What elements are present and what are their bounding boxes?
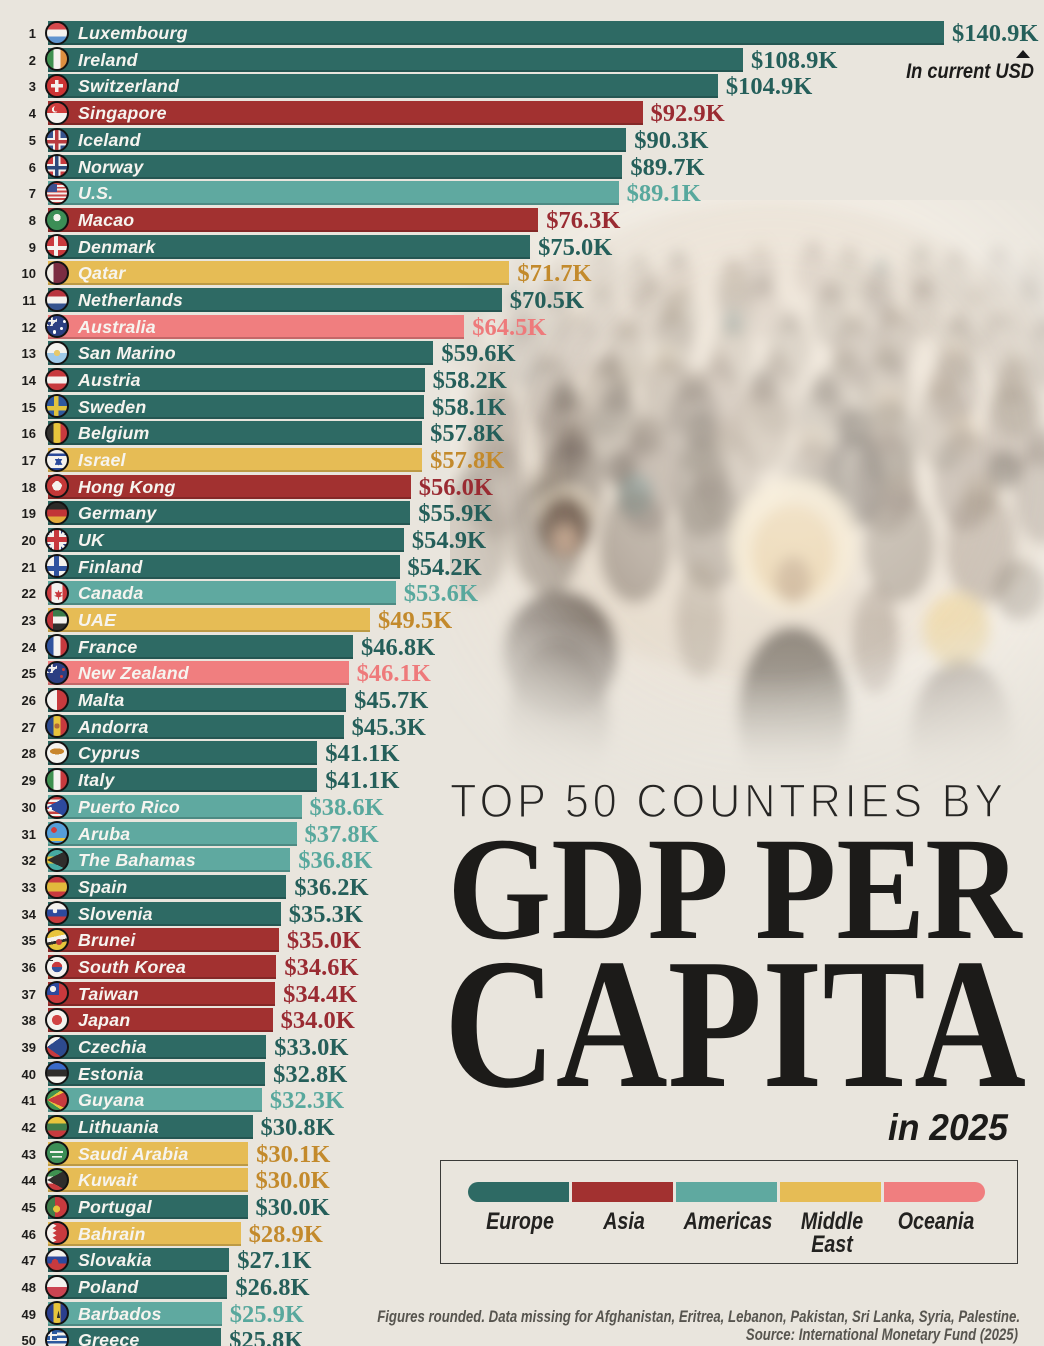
- svg-text:in 2025: in 2025: [888, 1107, 1009, 1148]
- svg-text:TOP 50 COUNTRIES BY: TOP 50 COUNTRIES BY: [450, 774, 1007, 827]
- svg-text:GDP PER: GDP PER: [448, 807, 1024, 970]
- svg-text:CAPITA: CAPITA: [444, 921, 1026, 1127]
